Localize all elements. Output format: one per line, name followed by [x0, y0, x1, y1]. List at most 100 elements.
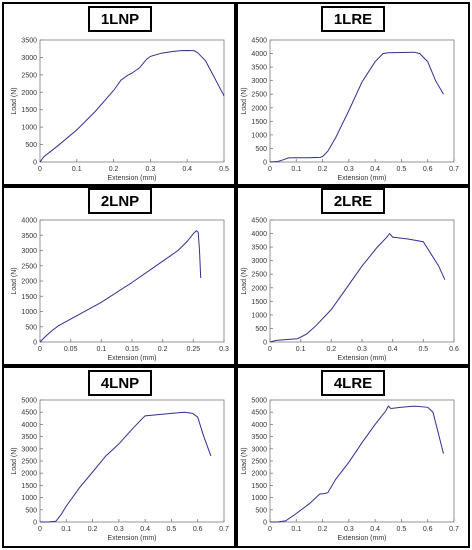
y-tick-label: 3000: [251, 446, 267, 453]
y-tick-label: 2000: [251, 285, 267, 292]
y-tick-label: 2000: [251, 471, 267, 478]
y-tick-label: 2000: [251, 105, 267, 112]
series-line-2lre: [269, 232, 446, 343]
x-tick-label: 0.1: [72, 166, 82, 173]
y-tick-label: 2000: [21, 90, 37, 97]
x-tick-label: 0.4: [140, 526, 150, 533]
x-tick-label: 0.7: [449, 526, 459, 533]
plot-area: [39, 219, 225, 343]
y-tick-label: 2000: [21, 471, 37, 478]
chart-svg-1lnp: 0 0.1 0.2 0.3 0.4 0.5 0 500 1000 1500 2000 2500 3000…: [11, 38, 229, 183]
x-tick-label: 0.2: [158, 346, 168, 353]
x-tick-label: 0.7: [219, 526, 229, 533]
x-tick-label: 0.5: [418, 346, 428, 353]
y-tick-label: 3500: [21, 434, 37, 441]
x-tick-label: 0.1: [296, 346, 306, 353]
x-tick-label: 0.5: [219, 166, 229, 173]
chart-svg-4lnp: 0 0.1 0.2 0.3 0.4 0.5 0.6 0.7 0 500 1000 1500 2000 25…: [11, 398, 229, 543]
y-tick-label: 3000: [21, 55, 37, 62]
y-tick-label: 4500: [251, 38, 267, 45]
y-tick-label: 1500: [21, 294, 37, 301]
x-axis-label: Extension (mm): [337, 175, 386, 182]
series-line-4lnp: [40, 411, 212, 523]
x-tick-label: 0.4: [370, 166, 380, 173]
y-tick-label: 500: [25, 507, 37, 514]
x-tick-label: 0.6: [423, 526, 433, 533]
series-line-2lnp: [39, 230, 202, 343]
y-axis-label: Load (N): [11, 87, 18, 114]
chart-svg-2lre: 0 0.1 0.2 0.3 0.4 0.5 0.6 0 500 1000 1500 2000 2500 3…: [241, 218, 459, 363]
x-tick-label: 0.2: [318, 166, 328, 173]
series-line-1lre: [269, 51, 444, 163]
x-tick-label: 0.3: [344, 166, 354, 173]
x-tick-label: 0.25: [187, 346, 201, 353]
y-tick-label: 1000: [21, 495, 37, 502]
x-tick-label: 0.3: [146, 166, 156, 173]
x-tick-label: 0.05: [64, 346, 78, 353]
x-tick-label: 0.7: [449, 166, 459, 173]
y-tick-label: 3500: [21, 233, 37, 240]
y-tick-label: 4500: [21, 410, 37, 417]
y-tick-label: 1000: [21, 125, 37, 132]
chart-svg-2lnp: 0 0.05 0.1 0.15 0.2 0.25 0.3 0 500 1000 1500 2000 25…: [11, 218, 229, 363]
chart-svg-4lre: 0 0.1 0.2 0.3 0.4 0.5 0.6 0.7 0 500 1000 1500 2000 25…: [241, 398, 459, 543]
x-axis-label: Extension (mm): [107, 175, 156, 182]
x-tick-label: 0.5: [397, 166, 407, 173]
y-tick-label: 4500: [251, 410, 267, 417]
y-tick-label: 4000: [251, 231, 267, 238]
plot-area: [39, 39, 225, 163]
y-tick-label: 5000: [21, 398, 37, 405]
x-tick-label: 0.5: [397, 526, 407, 533]
x-tick-label: 0.5: [167, 526, 177, 533]
y-tick-label: 3500: [21, 38, 37, 45]
x-axis-label: Extension (mm): [107, 535, 156, 542]
y-tick-label: 1500: [251, 119, 267, 126]
x-tick-label: 0.3: [344, 526, 354, 533]
y-tick-label: 0: [263, 340, 267, 347]
y-tick-label: 0: [33, 520, 37, 527]
y-tick-label: 2500: [251, 272, 267, 279]
x-tick-label: 0.2: [326, 346, 336, 353]
y-tick-label: 500: [25, 324, 37, 331]
panel-title-1lre: 1LRE: [321, 6, 385, 32]
panel-title-1lnp: 1LNP: [88, 6, 152, 32]
chart-panel-2lnp: 0 0.05 0.1 0.15 0.2 0.25 0.3 0 500 1000 1500 2000 25…: [2, 186, 236, 366]
y-tick-label: 3000: [21, 248, 37, 255]
y-tick-label: 0: [263, 520, 267, 527]
y-tick-label: 1000: [251, 495, 267, 502]
y-tick-label: 3000: [21, 446, 37, 453]
y-tick-label: 5000: [251, 398, 267, 405]
x-tick-label: 0.1: [291, 166, 301, 173]
y-axis-label: Load (N): [241, 267, 248, 294]
y-tick-label: 2500: [21, 263, 37, 270]
y-tick-label: 500: [255, 326, 267, 333]
y-tick-label: 3500: [251, 65, 267, 72]
x-tick-label: 0.1: [96, 346, 106, 353]
chart-svg-1lre: 0 0.1 0.2 0.3 0.4 0.5 0.6 0.7 0 500 1000 1500 2000 25…: [241, 38, 459, 183]
series-line-4lre: [270, 405, 444, 523]
y-tick-label: 4000: [251, 51, 267, 58]
y-axis-label: Load (N): [11, 447, 18, 474]
panel-title-2lre: 2LRE: [321, 188, 385, 214]
y-axis-label: Load (N): [11, 267, 18, 294]
x-tick-label: 0.4: [182, 166, 192, 173]
x-tick-label: 0.6: [449, 346, 459, 353]
chart-panel-2lre: 0 0.1 0.2 0.3 0.4 0.5 0.6 0 500 1000 1500 2000 2500 3…: [236, 186, 470, 366]
x-tick-label: 0.15: [125, 346, 139, 353]
x-tick-label: 0.3: [219, 346, 229, 353]
y-tick-label: 3500: [251, 245, 267, 252]
x-tick-label: 0: [268, 346, 272, 353]
y-tick-label: 0: [263, 160, 267, 167]
y-tick-label: 500: [255, 507, 267, 514]
y-tick-label: 3500: [251, 434, 267, 441]
x-tick-label: 0.6: [423, 166, 433, 173]
y-tick-label: 1500: [251, 299, 267, 306]
y-axis-label: Load (N): [241, 87, 248, 114]
series-line-1lnp: [39, 49, 225, 163]
y-tick-label: 4000: [21, 218, 37, 225]
x-tick-label: 0.6: [193, 526, 203, 533]
y-tick-label: 3000: [251, 258, 267, 265]
y-tick-label: 1000: [251, 312, 267, 319]
y-tick-label: 2000: [21, 279, 37, 286]
panel-title-4lre: 4LRE: [321, 370, 385, 396]
